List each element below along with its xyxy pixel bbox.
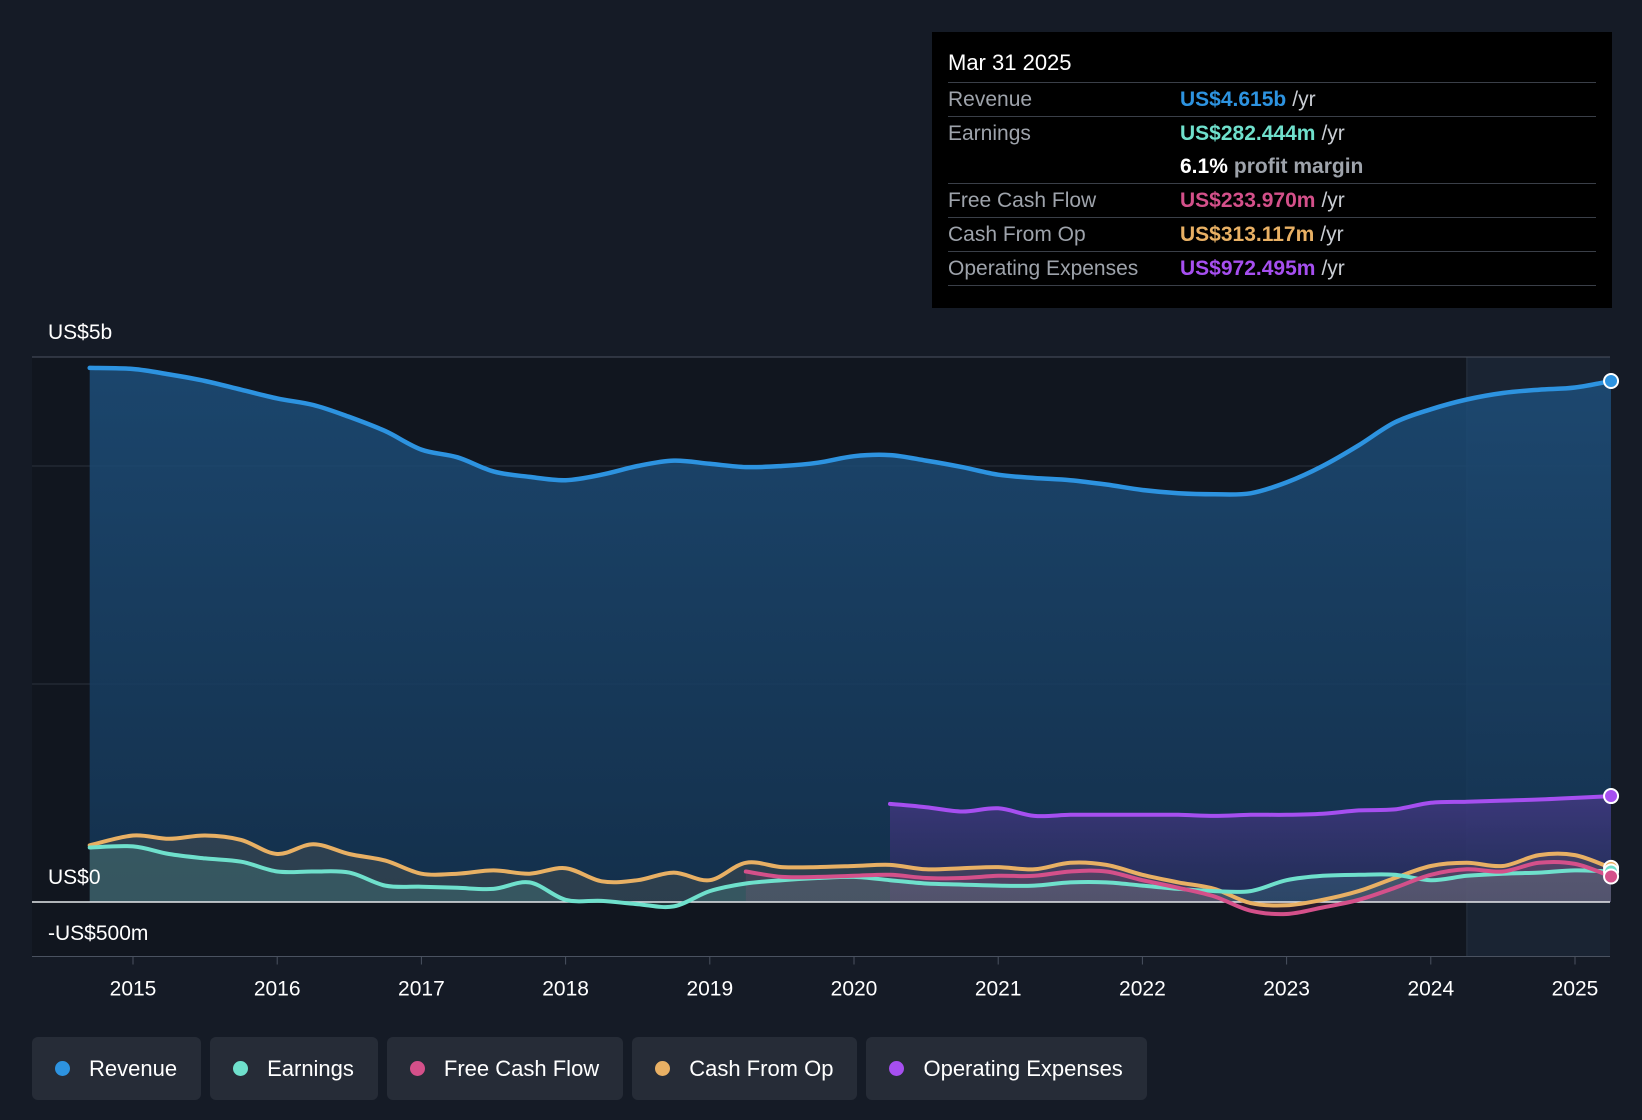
cash-from-op-dot-icon bbox=[655, 1061, 671, 1076]
x-tick-label: 2022 bbox=[1119, 978, 1166, 1001]
legend-item-cash-from-op[interactable]: Cash From Op bbox=[632, 1037, 858, 1100]
series-line-operating-expenses bbox=[888, 794, 1613, 819]
legend-item-revenue[interactable]: Revenue bbox=[32, 1037, 202, 1100]
legend-item-earnings[interactable]: Earnings bbox=[210, 1037, 378, 1100]
tooltip-row-cash-from-op: Cash From Op US$313.117m /yr bbox=[948, 218, 1596, 252]
legend-label: Cash From Op bbox=[689, 1055, 834, 1081]
tooltip-row-revenue: Revenue US$4.615b /yr bbox=[948, 83, 1596, 117]
x-tick-label: 2018 bbox=[542, 978, 589, 1001]
x-tick-label: 2019 bbox=[686, 978, 733, 1001]
revenue-dot-icon bbox=[55, 1061, 70, 1076]
x-tick-label: 2024 bbox=[1407, 978, 1454, 1001]
series-line-revenue bbox=[87, 365, 1614, 497]
x-tick-label: 2017 bbox=[398, 978, 445, 1001]
tooltip-label: Cash From Op bbox=[948, 222, 1086, 246]
legend: Revenue Earnings Free Cash Flow Cash Fro… bbox=[32, 1037, 1147, 1100]
tooltip-margin-value: 6.1% bbox=[1180, 154, 1228, 178]
legend-label: Free Cash Flow bbox=[443, 1055, 600, 1081]
legend-item-operating-expenses[interactable]: Operating Expenses bbox=[866, 1037, 1147, 1100]
operating-expenses-dot-icon bbox=[889, 1061, 905, 1076]
data-tooltip: Mar 31 2025 Revenue US$4.615b /yr Earnin… bbox=[932, 32, 1612, 308]
tooltip-row-operating-expenses: Operating Expenses US$972.495m /yr bbox=[948, 252, 1596, 286]
series-line-cash-from-op bbox=[87, 833, 1613, 908]
y-tick-label-zero: US$0 bbox=[48, 866, 101, 889]
tooltip-value: US$972.495m bbox=[1180, 256, 1316, 280]
tooltip-value: US$313.117m bbox=[1180, 222, 1315, 246]
end-point-free-cash-flow[interactable] bbox=[1603, 868, 1620, 885]
y-tick-label-bottom: -US$500m bbox=[48, 922, 149, 945]
tooltip-date: Mar 31 2025 bbox=[948, 46, 1596, 83]
tooltip-row-earnings: Earnings US$282.444m /yr bbox=[948, 117, 1596, 150]
tooltip-value: US$233.970m bbox=[1180, 188, 1316, 212]
tooltip-label: Operating Expenses bbox=[948, 256, 1139, 280]
tooltip-margin-text: profit margin bbox=[1233, 154, 1364, 178]
end-point-revenue[interactable] bbox=[1603, 372, 1620, 389]
x-tick-label: 2015 bbox=[110, 978, 157, 1001]
tooltip-unit: /yr bbox=[1321, 188, 1345, 212]
x-tick-label: 2025 bbox=[1552, 978, 1599, 1001]
earnings-dot-icon bbox=[233, 1061, 249, 1076]
tooltip-label: Revenue bbox=[948, 87, 1033, 111]
free-cash-flow-dot-icon bbox=[409, 1061, 425, 1076]
tooltip-value: US$282.444m bbox=[1180, 121, 1316, 145]
tooltip-row-margin: 6.1% profit margin bbox=[948, 150, 1596, 184]
series-area-revenue bbox=[89, 367, 1612, 902]
legend-label: Operating Expenses bbox=[923, 1055, 1123, 1081]
x-tick-label: 2020 bbox=[831, 978, 878, 1001]
tooltip-value: US$4.615b bbox=[1180, 87, 1287, 111]
tooltip-row-free-cash-flow: Free Cash Flow US$233.970m /yr bbox=[948, 184, 1596, 218]
x-tick-label: 2023 bbox=[1263, 978, 1310, 1001]
tooltip-label: Free Cash Flow bbox=[948, 188, 1097, 212]
series-area-earnings bbox=[89, 846, 1612, 908]
legend-item-free-cash-flow[interactable]: Free Cash Flow bbox=[386, 1037, 624, 1100]
series-line-free-cash-flow bbox=[743, 859, 1613, 917]
legend-label: Earnings bbox=[267, 1055, 354, 1081]
tooltip-unit: /yr bbox=[1320, 222, 1344, 246]
legend-label: Revenue bbox=[89, 1055, 178, 1081]
x-tick-label: 2021 bbox=[975, 978, 1022, 1001]
tooltip-label: Earnings bbox=[948, 121, 1031, 145]
y-tick-label-top: US$5b bbox=[48, 321, 113, 344]
end-point-operating-expenses[interactable] bbox=[1603, 788, 1620, 805]
tooltip-unit: /yr bbox=[1321, 256, 1345, 280]
tooltip-unit: /yr bbox=[1321, 121, 1345, 145]
x-tick-label: 2016 bbox=[254, 978, 301, 1001]
tooltip-unit: /yr bbox=[1292, 87, 1316, 111]
